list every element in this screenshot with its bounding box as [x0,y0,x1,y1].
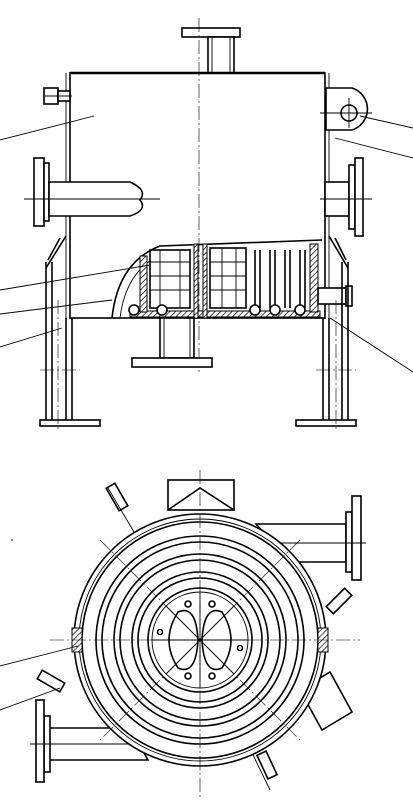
coil-cross-sections [128,304,306,316]
plan-right-nozzle [254,495,366,581]
baffle-plates [149,247,247,309]
left-vent-fitting [43,87,72,105]
plan-view [0,470,366,800]
coil-tubes [254,250,306,308]
internal-coil-section [111,239,353,319]
front-elevation-view [0,18,413,432]
stray-mark [11,539,13,541]
plan-centerlines [50,470,360,800]
plan-top-nozzle [167,479,235,511]
bottom-outlet-nozzle [131,317,213,368]
support-legs [39,235,357,432]
left-side-nozzle [24,157,160,227]
right-side-nozzle [320,157,372,237]
lifting-lug [320,87,372,131]
plan-small-fittings [36,482,353,791]
top-nozzle [181,27,241,74]
leader-lines-plan [0,645,79,711]
leader-lines-front [0,115,413,373]
